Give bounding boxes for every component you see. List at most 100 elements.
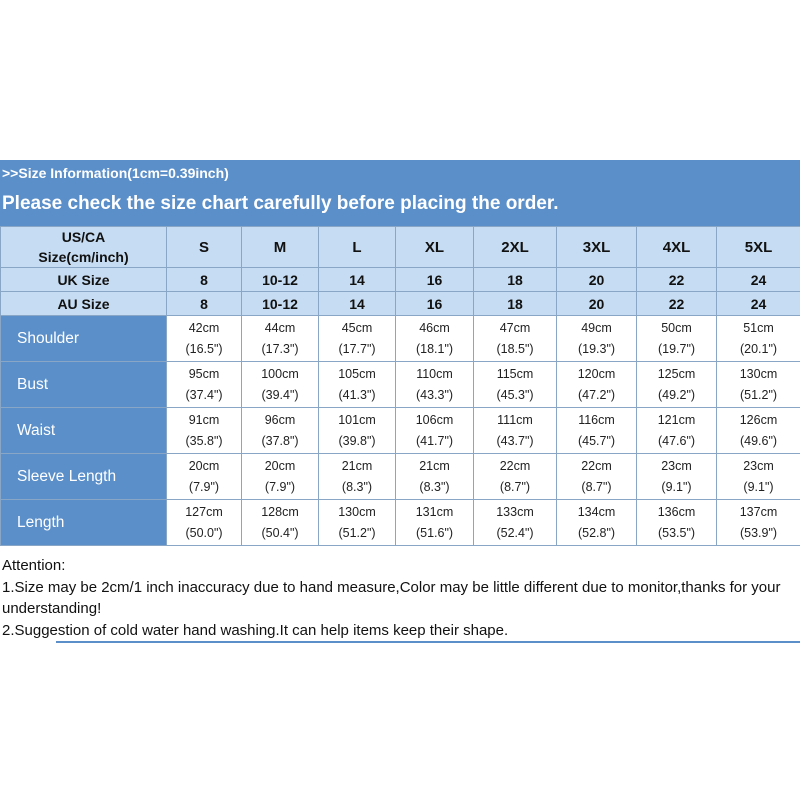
inch-value: (7.9") [264, 479, 296, 494]
size-banner: >>Size Information(1cm=0.39inch) Please … [0, 160, 800, 226]
cm-value: 100cm [261, 366, 299, 381]
inch-value: (9.1") [743, 479, 774, 494]
measurement-row: Length 127cm (50.0") 128cm (50.4") 130cm (51.2… [0, 499, 800, 546]
measurement-label: Length [0, 499, 167, 546]
measurement-cell: 130cm (51.2") [318, 499, 396, 546]
cm-value: 137cm [739, 504, 778, 519]
inch-value: (50.0") [185, 525, 223, 540]
measurement-cell: 22cm (8.7") [556, 453, 637, 500]
attention-note-2: 2.Suggestion of cold water hand washing.… [2, 621, 509, 639]
measurement-cell: 137cm (53.9") [716, 499, 800, 546]
size-chart: >>Size Information(1cm=0.39inch) Please … [0, 160, 800, 546]
cm-value: 44cm [264, 320, 296, 335]
inch-value: (19.7") [657, 341, 696, 356]
measurement-cell: 100cm (39.4") [241, 361, 319, 408]
cm-value: 22cm [581, 458, 612, 473]
size-corner-header: US/CA Size(cm/inch) [0, 226, 167, 268]
measurement-row: Waist 91cm (35.8") 96cm (37.8") 101cm (39.8") 1… [0, 407, 800, 454]
cm-value: 23cm [743, 458, 774, 473]
inch-value: (47.6") [657, 433, 696, 448]
au-size-row: AU Size 8 10-12 14 16 18 20 22 24 [0, 291, 800, 316]
measurement-cell: 111cm (43.7") [473, 407, 557, 454]
uk-size-cell: 22 [636, 267, 717, 292]
measurement-label: Shoulder [0, 315, 167, 362]
measurement-cell: 47cm (18.5") [473, 315, 557, 362]
cm-value: 131cm [415, 504, 454, 519]
inch-value: (8.7") [499, 479, 531, 494]
cm-value: 130cm [338, 504, 376, 519]
uk-size-cell: 24 [716, 267, 800, 292]
cm-value: 134cm [577, 504, 616, 519]
measurement-cell: 136cm (53.5") [636, 499, 717, 546]
measurement-cell: 50cm (19.7") [636, 315, 717, 362]
inch-value: (52.4") [496, 525, 534, 540]
measurement-cell: 20cm (7.9") [241, 453, 319, 500]
measurement-cell: 51cm (20.1") [716, 315, 800, 362]
inch-value: (19.3") [577, 341, 616, 356]
cm-value: 46cm [419, 320, 450, 335]
inch-value: (51.2") [739, 387, 778, 402]
size-header-cell: 5XL [716, 226, 800, 268]
inch-value: (49.6") [739, 433, 778, 448]
measurement-cell: 101cm (39.8") [318, 407, 396, 454]
inch-value: (17.7") [338, 341, 376, 356]
inch-value: (35.8") [185, 433, 223, 448]
cm-value: 105cm [338, 366, 376, 381]
measurement-cell: 46cm (18.1") [395, 315, 474, 362]
size-info-heading: >>Size Information(1cm=0.39inch) [2, 165, 229, 181]
measurement-cell: 131cm (51.6") [395, 499, 474, 546]
measurement-cell: 42cm (16.5") [166, 315, 242, 362]
cm-value: 111cm [497, 412, 533, 427]
measurement-cell: 21cm (8.3") [318, 453, 396, 500]
measurement-cell: 126cm (49.6") [716, 407, 800, 454]
cm-value: 45cm [341, 320, 373, 335]
inch-value: (53.9") [739, 525, 778, 540]
us-ca-label: US/CA [61, 229, 106, 245]
uk-size-row: UK Size 8 10-12 14 16 18 20 22 24 [0, 267, 800, 292]
measurement-cell: 105cm (41.3") [318, 361, 396, 408]
cm-value: 121cm [657, 412, 696, 427]
uk-size-cell: 18 [473, 267, 557, 292]
cm-value: 95cm [188, 366, 220, 381]
inch-value: (18.1") [415, 341, 454, 356]
au-size-cell: 16 [395, 291, 474, 316]
measurement-cell: 22cm (8.7") [473, 453, 557, 500]
inch-value: (39.8") [338, 433, 376, 448]
cm-value: 20cm [188, 458, 220, 473]
au-size-cell: 22 [636, 291, 717, 316]
inch-value: (45.3") [496, 387, 534, 402]
inch-value: (45.7") [577, 433, 616, 448]
size-header-cell: 4XL [636, 226, 717, 268]
measurement-cell: 110cm (43.3") [395, 361, 474, 408]
size-header-cell: XL [395, 226, 474, 268]
measurement-label: Sleeve Length [0, 453, 167, 500]
inch-value: (37.8") [261, 433, 299, 448]
uk-size-cell: 8 [166, 267, 242, 292]
au-size-cell: 24 [716, 291, 800, 316]
measurement-cell: 45cm (17.7") [318, 315, 396, 362]
measurement-label: Bust [0, 361, 167, 408]
cm-value: 128cm [261, 504, 299, 519]
us-size-row: US/CA Size(cm/inch) S M L XL 2XL 3XL 4XL 5XL [0, 226, 800, 268]
inch-value: (39.4") [261, 387, 299, 402]
inch-value: (18.5") [496, 341, 534, 356]
measurement-cell: 134cm (52.8") [556, 499, 637, 546]
measurement-label: Waist [0, 407, 167, 454]
cm-value: 126cm [739, 412, 778, 427]
cm-value: 49cm [581, 320, 612, 335]
size-table: US/CA Size(cm/inch) S M L XL 2XL 3XL 4XL 5XL UK… [0, 226, 800, 546]
inch-value: (41.7") [415, 433, 454, 448]
inch-value: (51.6") [415, 525, 454, 540]
cm-value: 22cm [499, 458, 531, 473]
inch-value: (47.2") [577, 387, 616, 402]
cm-value: 47cm [499, 320, 531, 335]
measurement-cell: 116cm (45.7") [556, 407, 637, 454]
measurement-cell: 95cm (37.4") [166, 361, 242, 408]
size-unit-label: Size(cm/inch) [38, 249, 129, 265]
cm-value: 91cm [188, 412, 220, 427]
size-header-cell: M [241, 226, 319, 268]
cm-value: 42cm [188, 320, 220, 335]
measurement-cell: 120cm (47.2") [556, 361, 637, 408]
inch-value: (43.3") [415, 387, 454, 402]
inch-value: (8.7") [581, 479, 612, 494]
